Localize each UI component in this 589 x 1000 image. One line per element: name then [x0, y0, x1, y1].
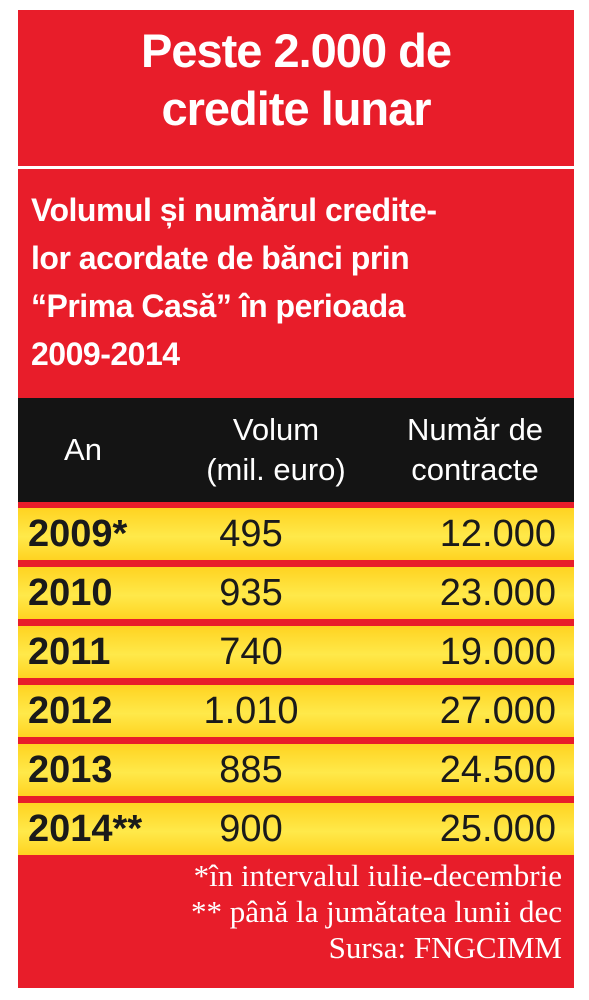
data-table: An Volum (mil. euro) Număr de contracte …	[18, 398, 574, 862]
table-row: 2011 740 19.000	[18, 626, 574, 678]
table-row: 2014** 900 25.000	[18, 803, 574, 855]
table-row: 2009* 495 12.000	[18, 508, 574, 560]
cell-volume: 885	[219, 749, 283, 791]
cell-volume: 1.010	[203, 690, 299, 732]
infographic-title: Peste 2.000 de credite lunar	[141, 24, 452, 135]
cell-contracts: 19.000	[439, 631, 556, 673]
cell-volume: 740	[219, 631, 283, 673]
cell-volume: 495	[219, 513, 283, 555]
infographic-panel: Peste 2.000 de credite lunar Volumul și …	[18, 10, 574, 988]
cell-contracts: 24.500	[439, 749, 556, 791]
cell-contracts: 27.000	[439, 690, 556, 732]
footnotes: *în intervalul iulie-decembrie ** până l…	[18, 858, 562, 966]
cell-year: 2009*	[28, 513, 128, 555]
infographic-subtitle: Volumul și numărul credite- lor acordate…	[31, 192, 437, 372]
cell-year: 2012	[28, 690, 113, 732]
cell-year: 2011	[28, 631, 111, 673]
column-header-volume: Volum (mil. euro)	[206, 412, 346, 487]
footnote-2009: *în intervalul iulie-decembrie	[193, 858, 562, 893]
title-divider	[18, 166, 574, 169]
table-row: 2012 1.010 27.000	[18, 685, 574, 737]
column-header-contracts: Număr de contracte	[406, 412, 544, 487]
table-row: 2010 935 23.000	[18, 567, 574, 619]
table-body: 2009* 495 12.000 2010 935 23.000 2011 740 19.000…	[18, 508, 574, 855]
cell-year: 2014**	[28, 808, 143, 850]
cell-volume: 900	[219, 808, 283, 850]
table-header-gap	[18, 502, 574, 508]
footnote-2014: ** până la jumătatea lunii dec	[191, 894, 562, 929]
cell-contracts: 25.000	[439, 808, 556, 850]
cell-year: 2013	[28, 749, 113, 791]
column-header-year: An	[64, 432, 102, 467]
source-note: Sursa: FNGCIMM	[328, 930, 562, 965]
cell-year: 2010	[28, 572, 113, 614]
cell-volume: 935	[219, 572, 283, 614]
table-header: An Volum (mil. euro) Număr de contracte	[18, 398, 574, 502]
table-row: 2013 885 24.500	[18, 744, 574, 796]
cell-contracts: 12.000	[439, 513, 556, 555]
cell-contracts: 23.000	[439, 572, 556, 614]
